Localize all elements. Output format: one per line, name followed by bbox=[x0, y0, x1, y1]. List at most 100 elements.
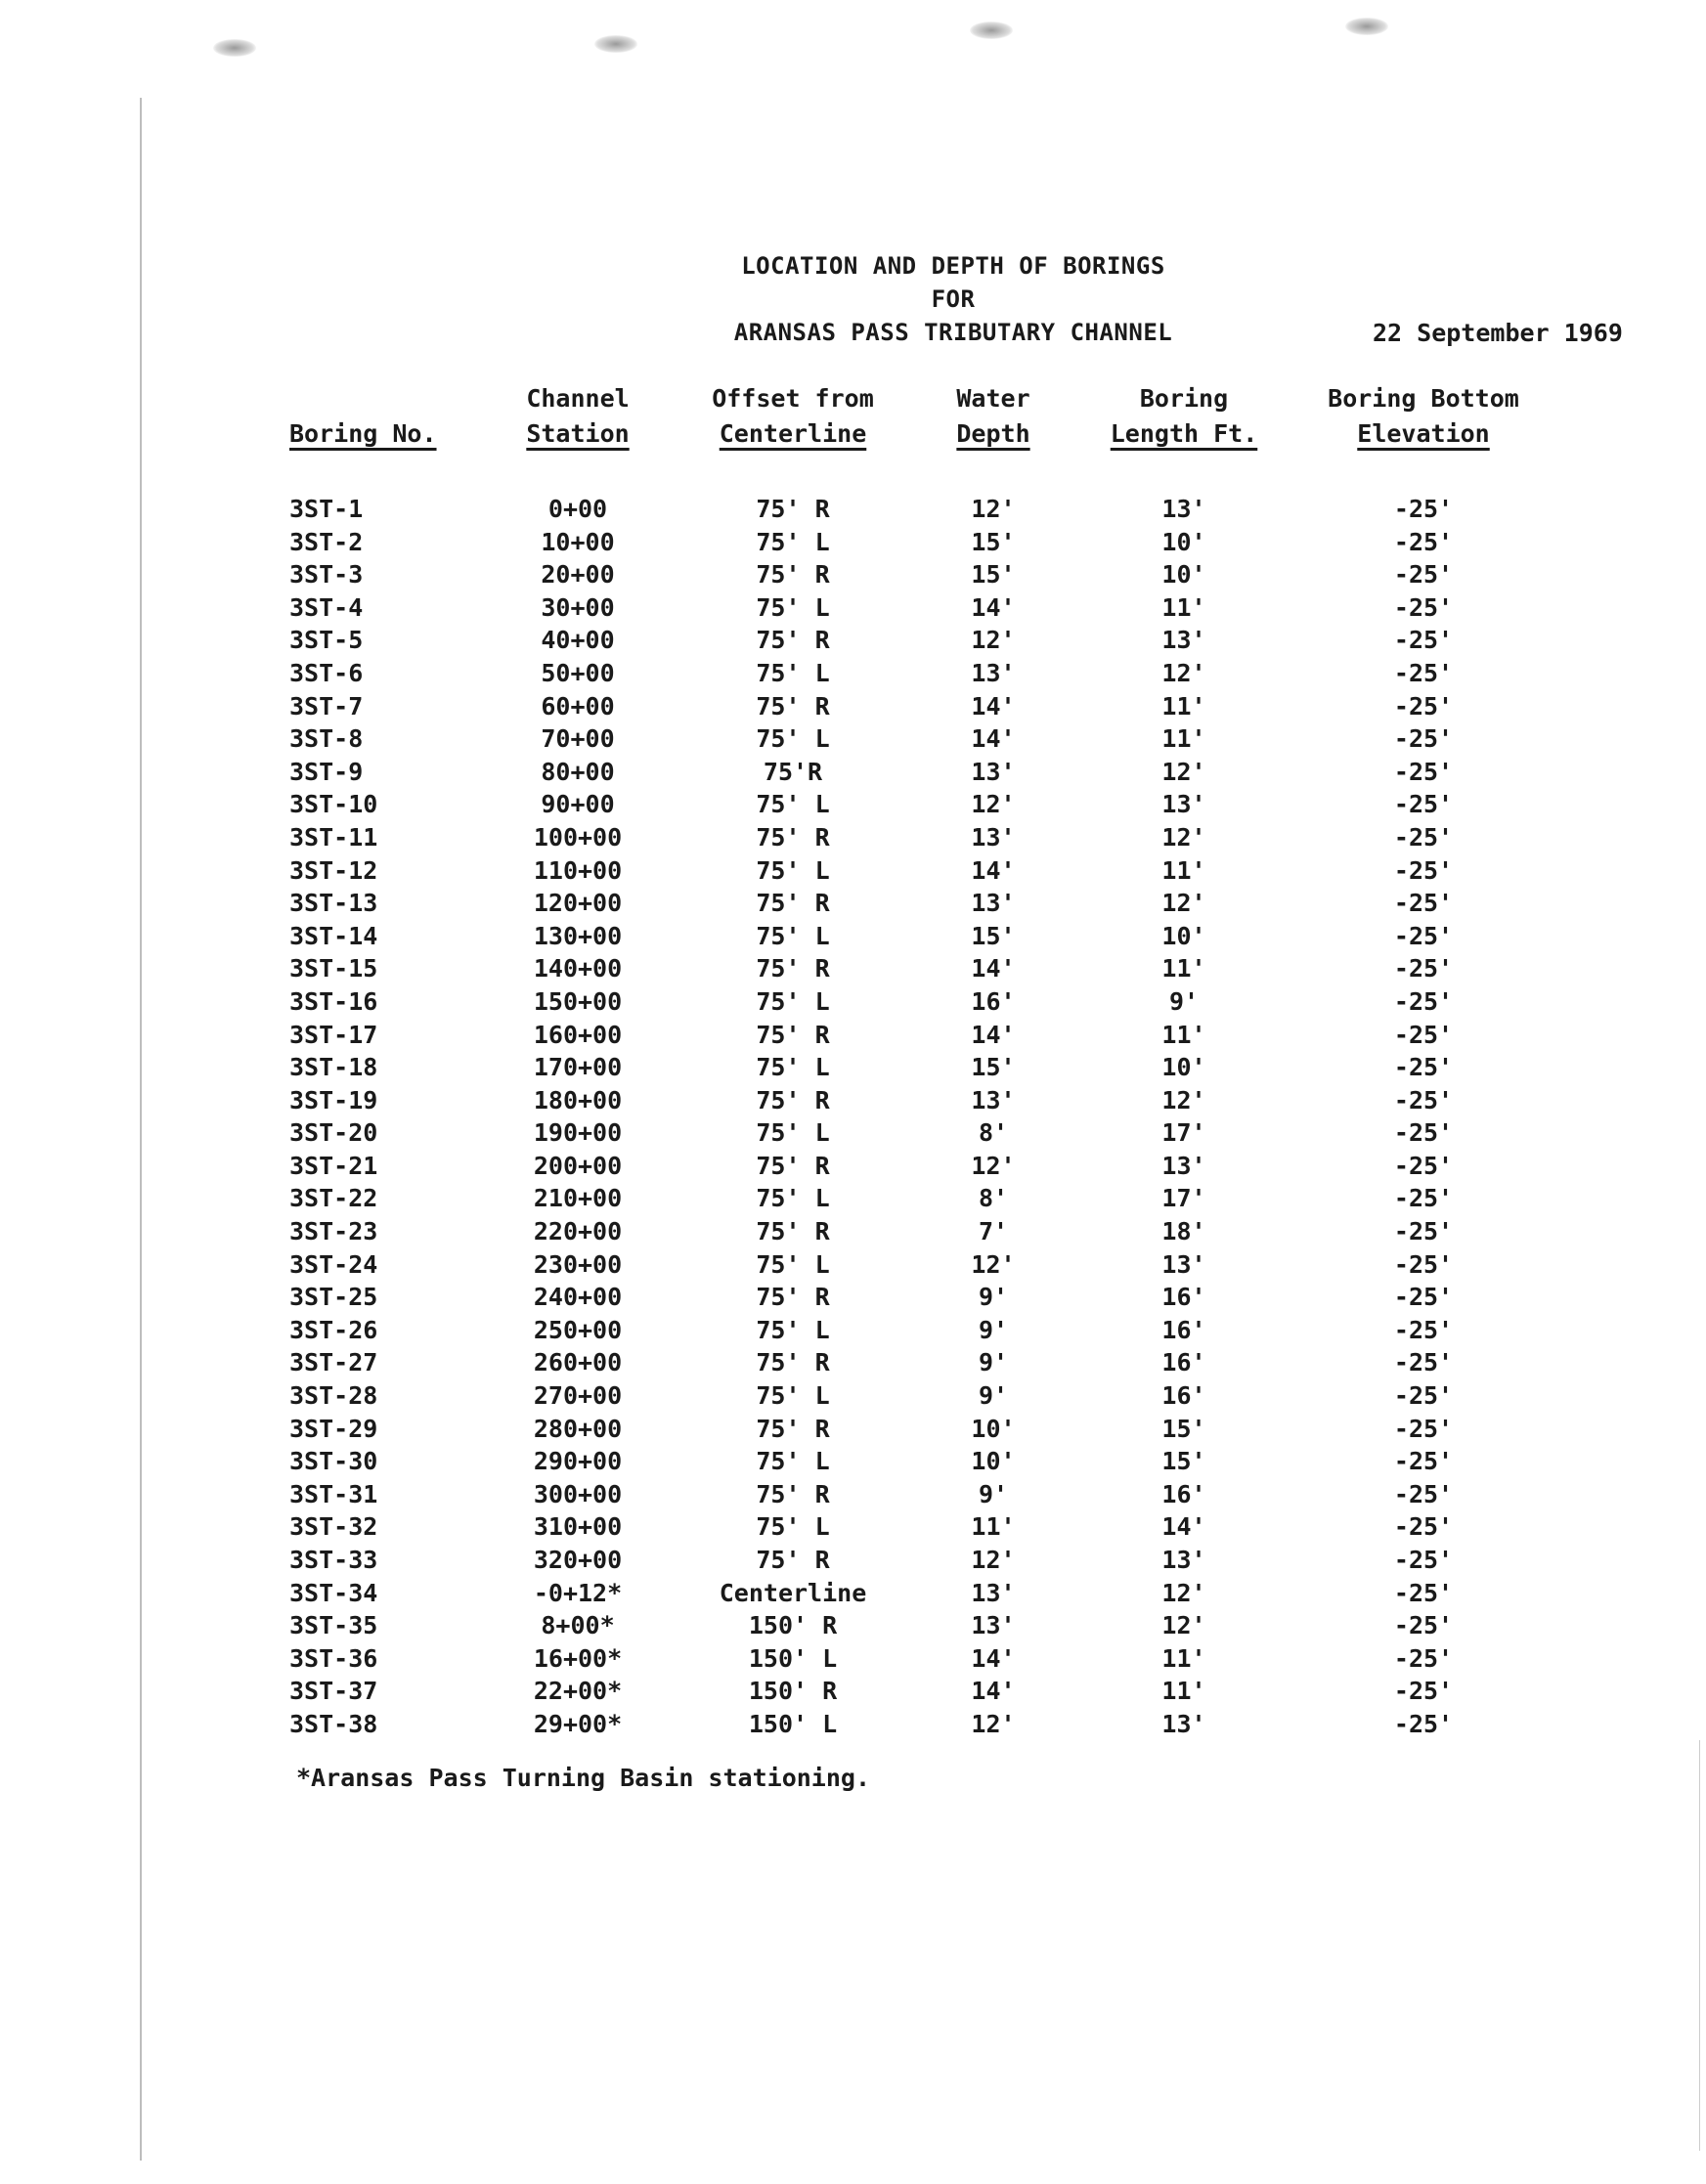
cell-channel-station: 8+00* bbox=[541, 1611, 615, 1640]
cell-boring-no: 3ST-34 bbox=[289, 1578, 378, 1607]
cell-offset: 75' R bbox=[756, 1085, 830, 1114]
cell-water-depth: 14' bbox=[971, 954, 1016, 983]
cell-boring-length: 14' bbox=[1161, 1512, 1206, 1542]
cell-offset: 75' L bbox=[756, 790, 830, 819]
cell-channel-station: 240+00 bbox=[533, 1283, 623, 1312]
cell-water-depth: 10' bbox=[971, 1414, 1016, 1443]
cell-bottom-elevation: -25' bbox=[1393, 658, 1454, 687]
cell-channel-station: 150+00 bbox=[533, 986, 623, 1016]
cell-water-depth: 8' bbox=[978, 1184, 1009, 1213]
cell-channel-station: 260+00 bbox=[533, 1348, 623, 1377]
cell-boring-no: 3ST-17 bbox=[289, 1020, 378, 1049]
cell-channel-station: 100+00 bbox=[533, 822, 623, 852]
cell-water-depth: 8' bbox=[978, 1118, 1009, 1148]
cell-boring-no: 3ST-26 bbox=[289, 1315, 378, 1344]
cell-boring-length: 16' bbox=[1161, 1315, 1206, 1344]
cell-water-depth: 14' bbox=[971, 691, 1016, 721]
cell-bottom-elevation: -25' bbox=[1393, 1151, 1454, 1180]
table-row: 3ST-19 180+00 75' R 13' 12' -25' bbox=[289, 1084, 1541, 1117]
header-offset: Offset from Centerline bbox=[712, 384, 874, 448]
cell-water-depth: 13' bbox=[971, 658, 1016, 687]
cell-channel-station: 270+00 bbox=[533, 1381, 623, 1411]
cell-offset: 75' R bbox=[756, 1546, 830, 1574]
cell-water-depth: 12' bbox=[971, 1151, 1016, 1180]
header-boring-no: Boring No. bbox=[289, 419, 437, 448]
cell-channel-station: 160+00 bbox=[533, 1020, 623, 1049]
cell-channel-station: 90+00 bbox=[541, 790, 615, 819]
cell-boring-length: 12' bbox=[1161, 822, 1206, 852]
cell-channel-station: 70+00 bbox=[541, 724, 615, 754]
cell-water-depth: 13' bbox=[971, 1611, 1016, 1640]
cell-offset: 75' L bbox=[756, 1118, 830, 1148]
cell-bottom-elevation: -25' bbox=[1393, 757, 1454, 786]
cell-boring-length: 16' bbox=[1161, 1479, 1206, 1508]
cell-offset: 75' R bbox=[756, 1020, 830, 1049]
cell-offset: 75' L bbox=[756, 724, 830, 754]
table-row: 3ST-25 240+00 75' R 9' 16' -25' bbox=[289, 1281, 1541, 1314]
cell-boring-no: 3ST-32 bbox=[289, 1512, 378, 1542]
cell-boring-no: 3ST-5 bbox=[289, 626, 364, 655]
cell-water-depth: 12' bbox=[971, 790, 1016, 819]
cell-channel-station: 310+00 bbox=[533, 1512, 623, 1542]
cell-offset: 75' L bbox=[756, 986, 830, 1016]
cell-boring-length: 16' bbox=[1161, 1348, 1206, 1377]
scan-smudge bbox=[213, 39, 256, 57]
cell-water-depth: 14' bbox=[971, 855, 1016, 885]
header-row: Boring No. Channel Station Offset from Cen… bbox=[289, 381, 1541, 465]
cell-boring-no: 3ST-1 bbox=[289, 495, 364, 523]
cell-bottom-elevation: -25' bbox=[1393, 954, 1454, 983]
cell-boring-length: 11' bbox=[1161, 855, 1206, 885]
cell-boring-length: 10' bbox=[1161, 560, 1206, 590]
table-row: 3ST-2 10+00 75' L 15' 10' -25' bbox=[289, 526, 1541, 559]
header-boring-length: Boring Length Ft. bbox=[1110, 384, 1258, 448]
cell-boring-length: 17' bbox=[1161, 1118, 1206, 1148]
cell-channel-station: 110+00 bbox=[533, 855, 623, 885]
cell-boring-no: 3ST-9 bbox=[289, 757, 364, 786]
header-bottom-elevation: Boring Bottom Elevation bbox=[1328, 384, 1519, 448]
cell-boring-no: 3ST-15 bbox=[289, 954, 378, 983]
cell-water-depth: 13' bbox=[971, 822, 1016, 852]
cell-offset: 75' R bbox=[756, 1348, 830, 1377]
cell-boring-no: 3ST-20 bbox=[289, 1118, 378, 1148]
table-row: 3ST-5 40+00 75' R 12' 13' -25' bbox=[289, 624, 1541, 657]
page-margin-line bbox=[140, 98, 142, 2161]
cell-boring-no: 3ST-33 bbox=[289, 1546, 378, 1574]
cell-bottom-elevation: -25' bbox=[1393, 1085, 1454, 1114]
cell-water-depth: 7' bbox=[978, 1217, 1009, 1246]
table-row: 3ST-12 110+00 75' L 14' 11' -25' bbox=[289, 854, 1541, 888]
table-row: 3ST-8 70+00 75' L 14' 11' -25' bbox=[289, 722, 1541, 756]
table-row: 3ST-27 260+00 75' R 9' 16' -25' bbox=[289, 1346, 1541, 1379]
cell-channel-station: 250+00 bbox=[533, 1315, 623, 1344]
cell-boring-length: 13' bbox=[1161, 1151, 1206, 1180]
cell-water-depth: 9' bbox=[978, 1479, 1009, 1508]
cell-boring-no: 3ST-30 bbox=[289, 1447, 378, 1476]
cell-channel-station: 50+00 bbox=[541, 658, 615, 687]
cell-offset: 75'R bbox=[763, 757, 823, 786]
cell-boring-no: 3ST-27 bbox=[289, 1348, 378, 1377]
table-row: 3ST-9 80+00 75'R 13' 12' -25' bbox=[289, 756, 1541, 789]
cell-water-depth: 15' bbox=[971, 560, 1016, 590]
cell-boring-no: 3ST-7 bbox=[289, 691, 364, 721]
cell-boring-no: 3ST-24 bbox=[289, 1249, 378, 1279]
cell-bottom-elevation: -25' bbox=[1393, 889, 1454, 918]
cell-boring-no: 3ST-22 bbox=[289, 1184, 378, 1213]
footnote: *Aransas Pass Turning Basin stationing. bbox=[296, 1764, 870, 1792]
table-row: 3ST-33 320+00 75' R 12' 13' -25' bbox=[289, 1544, 1541, 1577]
borings-table: Boring No. Channel Station Offset from Cen… bbox=[289, 381, 1541, 1741]
cell-offset: 75' L bbox=[756, 1381, 830, 1411]
cell-boring-no: 3ST-4 bbox=[289, 592, 364, 622]
cell-offset: 150' R bbox=[748, 1611, 838, 1640]
table-row: 3ST-11 100+00 75' R 13' 12' -25' bbox=[289, 821, 1541, 854]
cell-boring-no: 3ST-6 bbox=[289, 658, 364, 687]
cell-offset: 75' L bbox=[756, 855, 830, 885]
cell-channel-station: 16+00* bbox=[533, 1643, 623, 1673]
cell-water-depth: 12' bbox=[971, 626, 1016, 655]
cell-offset: 75' L bbox=[756, 1447, 830, 1476]
cell-boring-length: 10' bbox=[1161, 1053, 1206, 1082]
cell-bottom-elevation: -25' bbox=[1393, 1643, 1454, 1673]
table-row: 3ST-21 200+00 75' R 12' 13' -25' bbox=[289, 1150, 1541, 1183]
table-row: 3ST-36 16+00* 150' L 14' 11' -25' bbox=[289, 1642, 1541, 1676]
table-row: 3ST-28 270+00 75' L 9' 16' -25' bbox=[289, 1379, 1541, 1413]
cell-water-depth: 9' bbox=[978, 1283, 1009, 1312]
cell-bottom-elevation: -25' bbox=[1393, 1479, 1454, 1508]
